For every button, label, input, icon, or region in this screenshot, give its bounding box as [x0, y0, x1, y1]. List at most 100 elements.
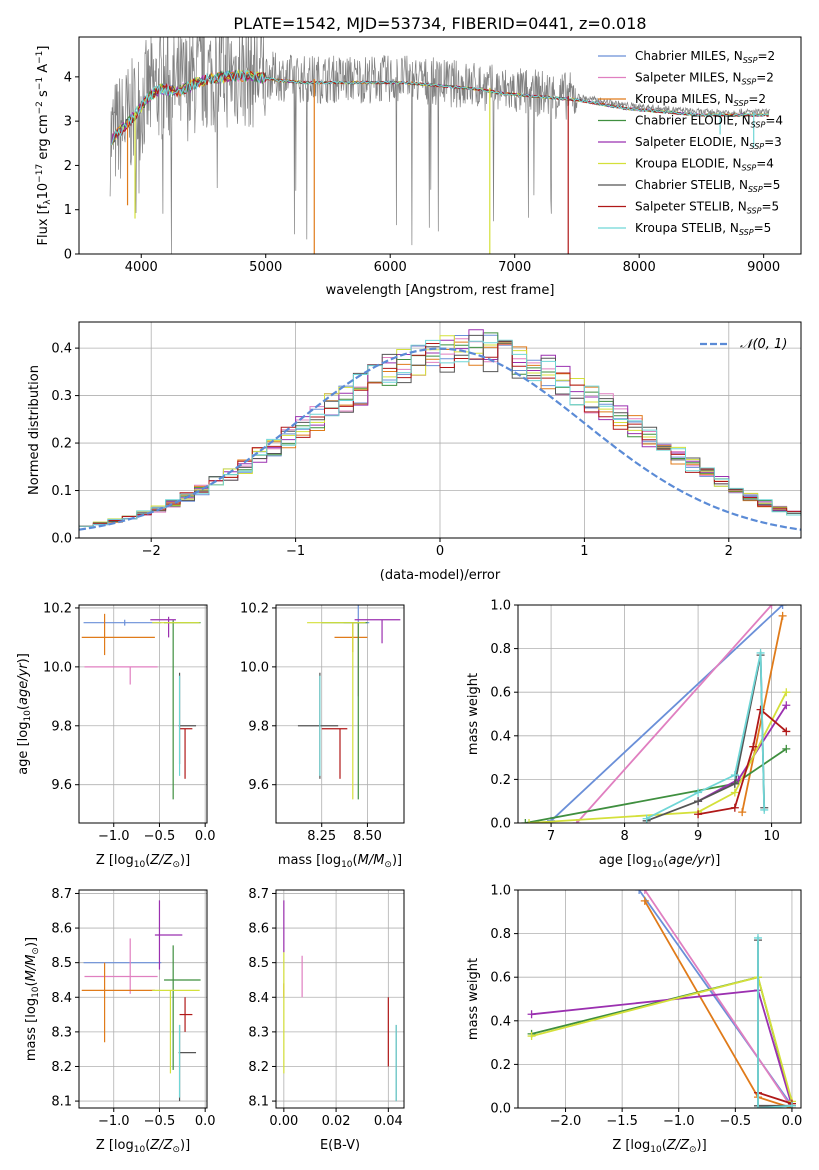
weight-vs-z-marker [753, 933, 762, 942]
age-vs-mass-ytick-label: 9.6 [248, 778, 269, 793]
weight-vs-age-plot-area [521, 605, 791, 823]
mass-vs-z-plot-area [81, 900, 201, 1102]
age-vs-mass-xlabel: mass [log10​(M/M⊙​)] [278, 853, 402, 870]
model-spectrum-7 [110, 69, 769, 146]
spectrum-ylabel: Flux [fλ​10−17​ erg cm−2​ s−1​ A−1​] [35, 46, 53, 246]
weight-vs-z-xtick-label: −0.5 [720, 1114, 752, 1129]
age-vs-z-ytick-label: 9.6 [51, 778, 72, 793]
weight-vs-age-series-6 [528, 691, 788, 823]
weight-vs-age-marker [521, 819, 530, 823]
age-vs-z-ytick-label: 9.8 [51, 719, 72, 734]
mass-vs-ebv-ytick-label: 8.6 [248, 922, 269, 937]
residuals-xlabel: (data-model)/error [380, 568, 501, 583]
legend-label: Kroupa ELODIE, NSSP=4 [635, 157, 774, 173]
weight-vs-age-ytick-label: 0.8 [490, 642, 511, 657]
mass-vs-ebv-ytick-label: 8.5 [248, 956, 269, 971]
weight-vs-z-frame [517, 889, 802, 1109]
mass-vs-z-ytick-label: 8.7 [51, 887, 72, 902]
weight-vs-z-xtick-label: −2.0 [550, 1114, 582, 1129]
weight-vs-age-marker [730, 771, 739, 780]
weight-vs-z-marker [527, 1032, 536, 1041]
age-vs-z-xtick-label: −1.0 [98, 829, 130, 844]
spectrum-axes: 4000 5000 6000 7000 8000 9000 0 1 2 3 4 [64, 70, 780, 275]
weight-vs-z-series-8 [757, 1091, 793, 1105]
spectrum-xtick-label: 7000 [498, 260, 531, 275]
weight-vs-z-ytick-label: 0.4 [490, 1014, 511, 1029]
mass-vs-ebv-frame [275, 889, 405, 1109]
age-vs-mass-ytick-label: 9.8 [248, 719, 269, 734]
weight-vs-age-xtick-label: 8 [620, 829, 628, 844]
weight-vs-z-marker [787, 1101, 796, 1108]
residuals-xtick-label: 2 [725, 544, 733, 559]
spectrum-ytick-label: 0 [64, 248, 72, 263]
legend-label: Kroupa STELIB, NSSP=5 [635, 221, 771, 237]
residuals-ytick-label: 0.0 [51, 532, 72, 547]
mass-vs-ebv-ytick-label: 8.2 [248, 1060, 269, 1075]
weight-vs-z-xtick-label: 0.0 [782, 1114, 803, 1129]
mass-vs-z-axes: −1.0 −0.5 0.0 8.1 8.2 8.3 8.4 8.5 8.6 8.7 [51, 887, 215, 1129]
weight-vs-z-xlabel: Z [log10​(Z/Z⊙​)] [612, 1138, 706, 1155]
age-vs-mass-ytick-label: 10.0 [240, 660, 269, 675]
weight-vs-age-marker [778, 611, 787, 620]
weight-vs-age-marker [767, 605, 776, 609]
weight-vs-z-marker [640, 890, 649, 894]
spectrum-ytick-label: 2 [64, 159, 72, 174]
residuals-xtick-label: −2 [142, 544, 161, 559]
mass-vs-z-xtick-label: −0.5 [144, 1114, 176, 1129]
weight-vs-age-marker [694, 797, 703, 806]
weight-vs-age-ytick-label: 0.4 [490, 729, 511, 744]
mass-vs-z-ytick-label: 8.1 [51, 1095, 72, 1110]
figure-title: PLATE=1542, MJD=53734, FIBERID=0441, z=0… [233, 14, 646, 33]
weight-vs-z-ytick-label: 0.8 [490, 927, 511, 942]
weight-vs-age-marker [730, 779, 739, 788]
age-vs-mass-plot-area [297, 605, 401, 800]
age-vs-z-xlabel: Z [log10​(Z/Z⊙​)] [96, 853, 190, 870]
legend-label: Chabrier ELODIE, NSSP=4 [635, 114, 783, 130]
mass-vs-z-xlabel: Z [log10​(Z/Z⊙​)] [96, 1138, 190, 1155]
weight-vs-age-marker [782, 727, 791, 736]
weight-vs-age-xlabel: age [log10​(age/yr)] [599, 853, 721, 870]
mass-vs-ebv-ytick-label: 8.4 [248, 991, 269, 1006]
mass-vs-ebv-xtick-label: 0.00 [269, 1114, 298, 1129]
age-vs-z-xtick-label: −0.5 [144, 829, 176, 844]
weight-vs-age-marker [738, 808, 747, 817]
weight-vs-z-marker [640, 896, 649, 905]
weight-vs-z-ytick-label: 0.0 [490, 1102, 511, 1117]
legend-label: Chabrier MILES, NSSP=2 [635, 49, 775, 65]
mass-vs-ebv-xtick-label: 0.02 [322, 1114, 351, 1129]
weight-vs-age-ylabel: mass weight [466, 673, 481, 755]
weight-vs-age-series-2 [576, 605, 773, 823]
weight-vs-age-ytick-label: 0.0 [490, 817, 511, 832]
age-vs-mass-ytick-label: 10.2 [240, 601, 269, 616]
residuals-ytick-label: 0.4 [51, 342, 72, 357]
weight-vs-age-ytick-label: 0.6 [490, 686, 511, 701]
spectrum-xlabel: wavelength [Angstrom, rest frame] [326, 283, 555, 298]
weight-vs-z-series-2 [644, 890, 793, 1108]
weight-vs-z-plot-area [527, 890, 796, 1108]
gaussian-curve [79, 347, 801, 531]
weight-vs-age-marker [694, 788, 703, 797]
age-vs-z-ylabel: age [log10​(age/yr)] [16, 653, 33, 775]
weight-vs-z-marker [753, 1104, 762, 1108]
residuals-plot-area [79, 329, 801, 538]
weight-vs-age-marker [782, 688, 791, 697]
mass-vs-ebv-ytick-label: 8.7 [248, 887, 269, 902]
age-vs-mass-frame [275, 604, 405, 824]
legend-label: Salpeter MILES, NSSP=2 [635, 71, 774, 87]
weight-vs-age-ytick-label: 1.0 [490, 599, 511, 614]
model-spectrum-9 [110, 69, 769, 146]
weight-vs-age-marker [525, 819, 534, 823]
residuals-xtick-label: −1 [286, 544, 305, 559]
residuals-xtick-label: 0 [436, 544, 444, 559]
mass-vs-ebv-xlabel: E(B-V) [320, 1138, 360, 1153]
legend-label: Salpeter ELODIE, NSSP=3 [635, 135, 782, 151]
age-vs-mass-xtick-label: 8.25 [307, 829, 336, 844]
residuals-ylabel: Normed distribution [27, 365, 42, 495]
mass-vs-z-ytick-label: 8.6 [51, 922, 72, 937]
spectrum-frame [78, 36, 802, 255]
age-vs-z-ytick-label: 10.2 [43, 601, 72, 616]
spectrum-xtick-label: 5000 [249, 260, 282, 275]
weight-vs-z-ytick-label: 0.2 [490, 1058, 511, 1073]
legend-label: Salpeter STELIB, NSSP=5 [635, 200, 779, 216]
